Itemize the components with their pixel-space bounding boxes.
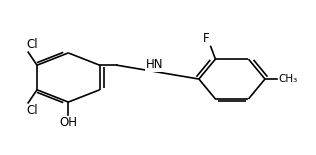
Text: Cl: Cl bbox=[27, 38, 38, 51]
Text: F: F bbox=[203, 32, 209, 45]
Text: OH: OH bbox=[59, 116, 77, 129]
Text: HN: HN bbox=[146, 58, 164, 71]
Text: Cl: Cl bbox=[27, 104, 38, 117]
Text: CH₃: CH₃ bbox=[278, 74, 298, 84]
